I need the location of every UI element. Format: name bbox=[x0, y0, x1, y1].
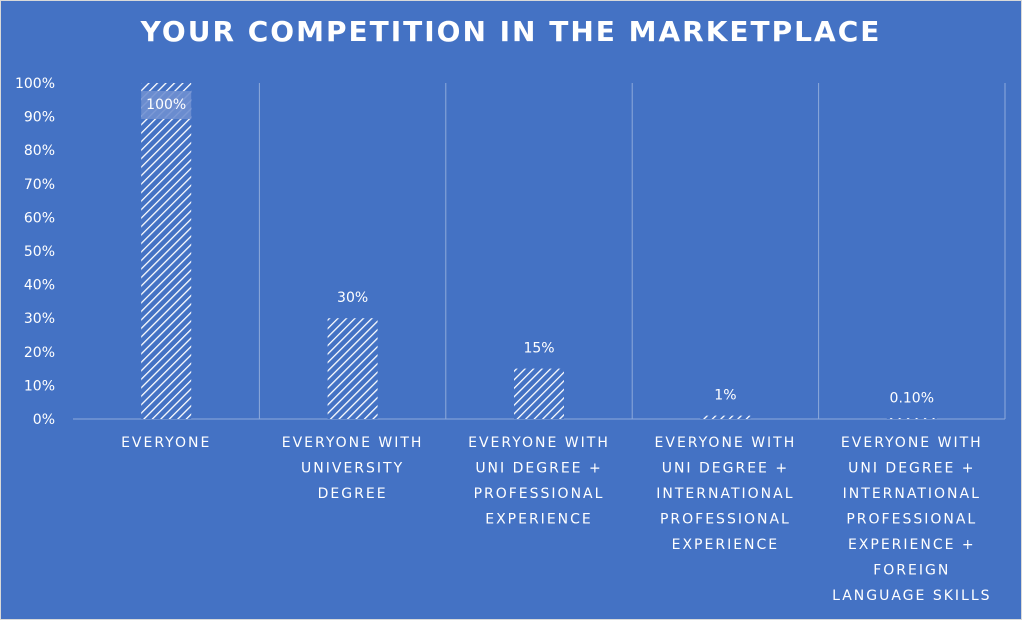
category-label-line: UNI DEGREE + bbox=[475, 461, 602, 477]
category-label: EVERYONE WITH UNI DEGREE + INTERNATIONAL PR… bbox=[832, 435, 991, 604]
category-label-line: LANGUAGE SKILLS bbox=[832, 588, 991, 604]
data-label: 1% bbox=[714, 388, 736, 404]
category-label-line: PROFESSIONAL bbox=[474, 486, 605, 502]
y-tick-label: 70% bbox=[24, 177, 55, 193]
category-label-line: UNI DEGREE + bbox=[662, 461, 789, 477]
category-label: EVERYONE WITH UNI DEGREE + PROFESSIONAL EXP… bbox=[468, 435, 610, 528]
category-label-line: PROFESSIONAL bbox=[846, 512, 977, 528]
category-label-line: EXPERIENCE bbox=[672, 537, 780, 553]
category-label-line: PROFESSIONAL bbox=[660, 512, 791, 528]
y-tick-label: 90% bbox=[24, 110, 55, 126]
category-label-line: INTERNATIONAL bbox=[843, 486, 981, 502]
bar bbox=[700, 415, 751, 419]
y-tick-label: 20% bbox=[24, 345, 55, 361]
category-label-line: EVERYONE WITH bbox=[841, 435, 983, 451]
bar bbox=[514, 368, 564, 419]
bar bbox=[141, 83, 192, 419]
category-label-line: EVERYONE WITH bbox=[655, 435, 797, 451]
category-label-line: FOREIGN bbox=[873, 563, 950, 579]
chart-title: YOUR COMPETITION IN THE MARKETPLACE bbox=[140, 15, 882, 48]
category-label-line: UNIVERSITY bbox=[301, 461, 404, 477]
data-label: 100% bbox=[146, 97, 186, 113]
y-tick-label: 100% bbox=[15, 76, 55, 92]
y-tick-label: 10% bbox=[24, 378, 55, 394]
category-label-line: EVERYONE bbox=[121, 435, 211, 451]
y-tick-label: 0% bbox=[33, 412, 55, 428]
category-label: EVERYONE WITH UNI DEGREE + INTERNATIONAL PR… bbox=[655, 435, 797, 553]
y-tick-label: 40% bbox=[24, 278, 55, 294]
category-label: EVERYONE bbox=[121, 435, 211, 451]
category-label: EVERYONE WITH UNIVERSITY DEGREE bbox=[282, 435, 424, 502]
category-label-line: EVERYONE WITH bbox=[282, 435, 424, 451]
category-label-line: EXPERIENCE bbox=[485, 512, 593, 528]
category-label-line: EXPERIENCE + bbox=[848, 537, 976, 553]
bar bbox=[327, 318, 378, 419]
category-label-line: EVERYONE WITH bbox=[468, 435, 610, 451]
data-label: 0.10% bbox=[890, 391, 934, 407]
data-label: 15% bbox=[523, 341, 554, 357]
category-label-line: DEGREE bbox=[318, 486, 388, 502]
y-tick-label: 50% bbox=[24, 244, 55, 260]
category-label-line: UNI DEGREE + bbox=[848, 461, 975, 477]
y-tick-label: 30% bbox=[24, 311, 55, 327]
data-label: 30% bbox=[337, 290, 368, 306]
data-label-background bbox=[141, 91, 192, 119]
bar bbox=[886, 418, 937, 419]
y-tick-label: 60% bbox=[24, 210, 55, 226]
y-tick-label: 80% bbox=[24, 143, 55, 159]
category-label-line: INTERNATIONAL bbox=[656, 486, 794, 502]
